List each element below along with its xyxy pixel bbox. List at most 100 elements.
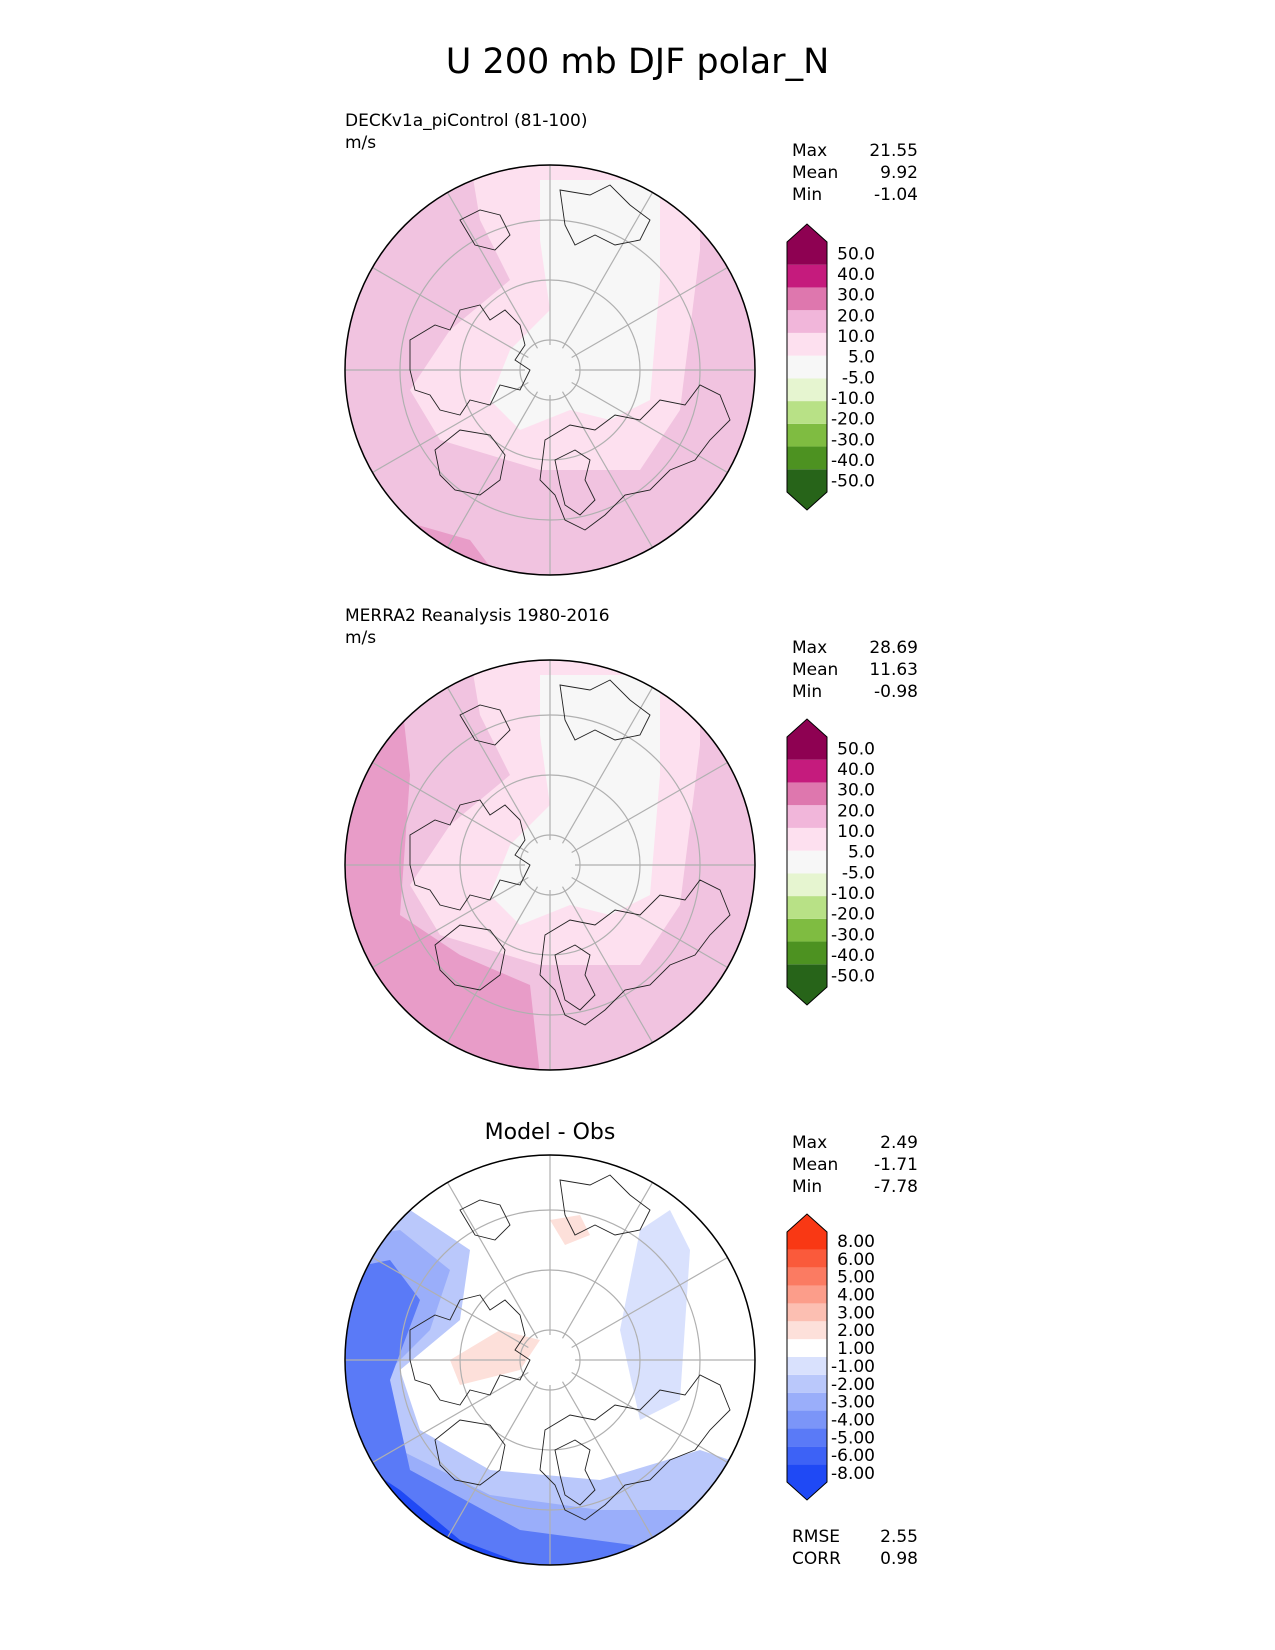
coastline (409, 1294, 531, 1406)
map-boundary (344, 659, 756, 1071)
field-positive-anomaly (450, 1330, 540, 1385)
colorbar-tick-label: 6.00 (837, 1250, 875, 1270)
meridian-line (561, 192, 654, 349)
colorbar-outline (786, 223, 828, 511)
colorbar-tick-label: 10.0 (837, 327, 875, 347)
coastline (554, 944, 596, 1011)
colorbar-tick-label: -10.0 (831, 389, 875, 409)
colorbar-swatch (787, 1446, 827, 1465)
colorbar-tick-label: -5.0 (842, 863, 875, 883)
colorbar-tick-label: -1.00 (831, 1357, 875, 1377)
colorbar-extend-max (787, 719, 827, 737)
colorbar-tick-label: 50.0 (837, 739, 875, 759)
colorbar-swatch (787, 1428, 827, 1447)
meridian-line (446, 886, 539, 1043)
colorbar-tick-label: -30.0 (831, 925, 875, 945)
panel-3-title: Model - Obs (484, 1120, 616, 1145)
colorbar-swatch (787, 782, 827, 806)
colorbar-tick-label: 3.00 (837, 1303, 875, 1323)
colorbar-tick-label: 20.0 (837, 801, 875, 821)
field-band-minus1 (620, 1210, 690, 1420)
colorbar-tick-label: -8.00 (831, 1464, 875, 1484)
colorbar-tick-label: 50.0 (837, 244, 875, 264)
meridian-line (561, 687, 654, 844)
colorbar-swatch (787, 805, 827, 828)
colorbar-swatch (787, 1392, 827, 1411)
colorbar-swatch (787, 918, 827, 942)
colorbar-test: -50.0-40.0-30.0-20.0-10.0-5.05.010.020.0… (786, 223, 875, 511)
colorbar-extend-min (787, 492, 827, 510)
map-boundary (344, 164, 756, 576)
colorbar-swatch (787, 355, 827, 379)
colorbar-tick-label: 2.00 (837, 1321, 875, 1341)
colorbar-swatch (787, 1321, 827, 1340)
colorbar-swatches (786, 718, 828, 1006)
coastline (559, 1174, 651, 1236)
metric-corr: CORR 0.98 (792, 1549, 918, 1569)
coastlines (409, 184, 731, 531)
graticule (345, 660, 755, 1070)
polar-map-reference (344, 659, 756, 1071)
field-band-minus5 (345, 1260, 755, 1565)
panel-1-label: DECKv1a_piControl (81-100) m/s (345, 110, 588, 154)
meridian-line (372, 381, 529, 474)
map-boundary (344, 1154, 756, 1566)
panel-1-stats: Max 21.55 Mean 9.92 Min -1.04 (792, 140, 918, 206)
meridian-line (571, 266, 728, 359)
colorbar-tick-label: 40.0 (837, 760, 875, 780)
coastlines (409, 1174, 731, 1521)
meridian-line (571, 381, 728, 474)
colorbar-swatches (786, 223, 828, 511)
stat-mean: Mean 9.92 (792, 163, 918, 183)
colorbar-tick-label: 40.0 (837, 265, 875, 285)
colorbar-tick-label: -40.0 (831, 451, 875, 471)
graticule (345, 165, 755, 575)
stat-mean: Mean -1.71 (792, 1155, 918, 1175)
meridian-line (446, 391, 539, 548)
colorbar-tick-label: 5.0 (848, 348, 875, 368)
polar-map-test (344, 164, 756, 576)
panel-2-units: m/s (345, 628, 377, 648)
stat-max: Max 2.49 (792, 1133, 918, 1153)
panel-3-metrics: RMSE 2.55 CORR 0.98 (792, 1526, 918, 1570)
colorbar-swatch (787, 378, 827, 402)
colorbar-tick-label: 5.0 (848, 843, 875, 863)
meridian-line (372, 1371, 529, 1464)
coastline (539, 384, 731, 531)
colorbar-swatch (787, 401, 827, 424)
field-band-minus3 (345, 1230, 755, 1565)
colorbar-tick-label: 5.00 (837, 1268, 875, 1288)
coastline (459, 1199, 511, 1241)
colorbar-swatch (787, 332, 827, 356)
colorbar-tick-label: -5.0 (842, 368, 875, 388)
colorbar-swatch (787, 264, 827, 288)
panel-2-name: MERRA2 Reanalysis 1980-2016 (345, 606, 610, 626)
panel-1-units: m/s (345, 133, 377, 153)
coastline (459, 209, 511, 251)
coastlines (409, 679, 731, 1026)
colorbar-labels: -50.0-40.0-30.0-20.0-10.0-5.05.010.020.0… (831, 739, 875, 986)
coastline (539, 1374, 731, 1521)
colorbar-swatch (787, 423, 827, 447)
colorbar-swatch (787, 964, 827, 987)
colorbar-tick-label: -50.0 (831, 472, 875, 492)
panel-2-label: MERRA2 Reanalysis 1980-2016 m/s (345, 605, 610, 649)
colorbar-tick-label: -20.0 (831, 905, 875, 925)
stat-min: Min -7.78 (792, 1177, 918, 1197)
colorbar-swatch (787, 310, 827, 333)
coastline (434, 429, 506, 496)
stat-max: Max 21.55 (792, 141, 918, 161)
colorbar-tick-label: 8.00 (837, 1232, 875, 1252)
map-field (345, 165, 755, 575)
colorbar-swatch (787, 242, 827, 265)
coastline (554, 449, 596, 516)
coastline (539, 879, 731, 1026)
field-weak-core (490, 675, 660, 925)
colorbar-swatch (787, 1285, 827, 1304)
coastline (434, 924, 506, 991)
meridian-line (372, 876, 529, 969)
polar-map-difference (344, 1154, 756, 1566)
colorbar-swatch (787, 941, 827, 965)
colorbar-tick-label: -20.0 (831, 410, 875, 430)
colorbar-swatch (787, 737, 827, 760)
